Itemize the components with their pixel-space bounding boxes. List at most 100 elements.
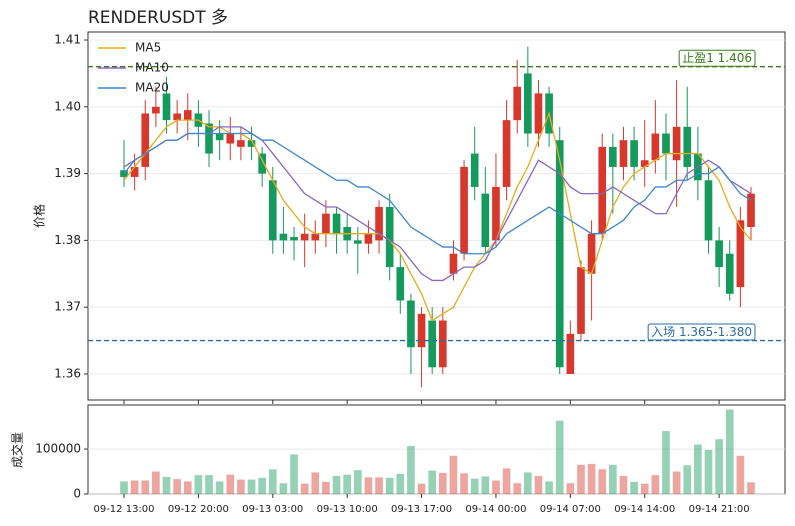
volume-bar bbox=[587, 463, 596, 494]
volume-bar bbox=[470, 478, 479, 494]
volume-bar bbox=[747, 482, 755, 494]
candle-body bbox=[332, 213, 341, 234]
x-tick-label: 09-13 03:00 bbox=[242, 504, 303, 515]
candle-body bbox=[152, 106, 160, 114]
volume-bar bbox=[694, 444, 702, 494]
candle-body bbox=[130, 166, 139, 177]
volume-bar bbox=[449, 455, 458, 494]
volume-bar bbox=[683, 465, 692, 494]
x-tick-label: 09-12 13:00 bbox=[93, 504, 154, 515]
volume-bar bbox=[152, 471, 160, 494]
candle-body bbox=[566, 333, 575, 374]
candle-body bbox=[598, 146, 607, 234]
volume-bar bbox=[438, 472, 447, 494]
volume-bar bbox=[194, 475, 203, 494]
volume-bar bbox=[141, 480, 150, 494]
volume-bar bbox=[268, 469, 277, 494]
reference-label-text: 入场 1.365-1.380 bbox=[651, 325, 752, 339]
x-tick-label: 09-13 10:00 bbox=[317, 504, 378, 515]
volume-bar bbox=[385, 477, 394, 494]
candle-body bbox=[396, 267, 405, 301]
volume-bar bbox=[183, 481, 192, 494]
y-tick-label: 1.41 bbox=[54, 33, 81, 47]
candle-body bbox=[534, 93, 543, 134]
volume-bar bbox=[173, 479, 181, 494]
volume-bar bbox=[651, 475, 660, 494]
volume-bar bbox=[481, 476, 490, 494]
volume-bar bbox=[332, 476, 341, 494]
volume-panel bbox=[87, 404, 786, 495]
candle-body bbox=[736, 220, 745, 288]
volume-bar bbox=[226, 474, 235, 494]
volume-bar bbox=[736, 455, 745, 494]
candle-body bbox=[683, 126, 692, 167]
price-panel bbox=[87, 31, 786, 401]
volume-bar bbox=[725, 409, 734, 494]
volume-bar bbox=[364, 477, 373, 494]
volume-bar bbox=[290, 454, 298, 494]
volume-bar bbox=[555, 420, 564, 494]
volume-bar bbox=[428, 470, 437, 494]
volume-bar bbox=[672, 471, 681, 494]
y-tick-label: 1.40 bbox=[54, 99, 81, 113]
volume-bar bbox=[396, 473, 405, 494]
candle-body bbox=[630, 140, 638, 167]
candle-body bbox=[215, 133, 224, 141]
candle-body bbox=[407, 300, 415, 348]
y-tick-label: 100000 bbox=[35, 442, 81, 456]
y-tick-label: 1.36 bbox=[54, 366, 81, 380]
chart-title: RENDERUSDT 多 bbox=[88, 8, 228, 28]
volume-bar bbox=[513, 483, 522, 494]
volume-bar bbox=[524, 472, 532, 494]
candle-body bbox=[672, 126, 681, 161]
candle-body bbox=[513, 86, 522, 121]
candle-body bbox=[481, 193, 490, 248]
volume-bar bbox=[619, 476, 628, 494]
volume-bar bbox=[502, 468, 511, 494]
volume-bar bbox=[598, 469, 607, 494]
volume-bar bbox=[300, 483, 309, 494]
candle-body bbox=[640, 160, 649, 167]
volume-bar bbox=[407, 445, 415, 494]
y-tick-label: 1.38 bbox=[54, 233, 81, 247]
candle-body bbox=[141, 113, 150, 167]
volume-bar bbox=[258, 477, 266, 494]
candle-body bbox=[247, 140, 256, 147]
x-tick-label: 09-14 21:00 bbox=[689, 504, 750, 515]
x-tick-label: 09-12 20:00 bbox=[168, 504, 229, 515]
volume-bar bbox=[545, 481, 553, 494]
volume-bar bbox=[704, 449, 713, 494]
candle-body bbox=[300, 233, 309, 241]
candle-body bbox=[704, 180, 713, 241]
volume-bar bbox=[130, 480, 139, 494]
volume-bar bbox=[375, 477, 383, 494]
volume-bar bbox=[120, 481, 128, 494]
candle-body bbox=[662, 133, 670, 154]
y-axis-label: 价格 bbox=[32, 204, 47, 228]
candle-body bbox=[725, 253, 734, 294]
candle-body bbox=[279, 233, 288, 241]
candle-body bbox=[619, 140, 628, 167]
candle-body bbox=[651, 133, 660, 161]
x-tick-label: 09-14 14:00 bbox=[614, 504, 675, 515]
candle-body bbox=[715, 240, 723, 268]
candle-body bbox=[258, 153, 266, 174]
candle-body bbox=[226, 133, 235, 144]
volume-bar bbox=[460, 473, 468, 494]
ma-line bbox=[123, 126, 752, 282]
candle-body bbox=[449, 253, 458, 274]
candle-body bbox=[555, 140, 564, 368]
volume-bar bbox=[640, 483, 649, 494]
reference-label: 入场 1.365-1.380 bbox=[647, 323, 756, 341]
volume-bar bbox=[279, 483, 288, 494]
volume-bar bbox=[162, 476, 171, 494]
volume-bar bbox=[534, 476, 543, 494]
ma-line bbox=[123, 111, 752, 322]
candle-body bbox=[747, 193, 755, 228]
candle-body bbox=[587, 233, 596, 274]
label-box bbox=[647, 323, 756, 341]
candle-body bbox=[470, 153, 479, 187]
legend-label: MA20 bbox=[135, 81, 169, 95]
legend-label: MA5 bbox=[135, 41, 161, 55]
candle-body bbox=[237, 140, 245, 147]
